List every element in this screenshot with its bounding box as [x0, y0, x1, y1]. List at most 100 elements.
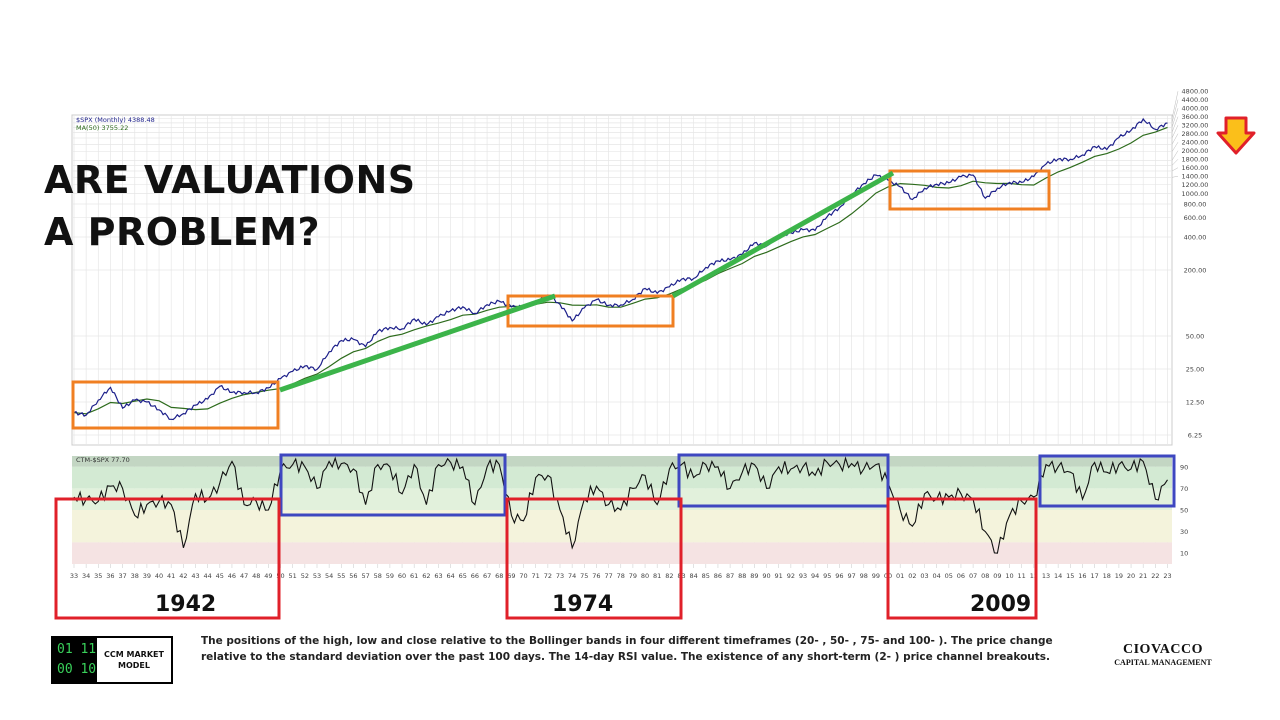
blue-box-3	[1038, 454, 1176, 508]
price-tick-label: 4400.00	[1182, 96, 1209, 104]
price-tick-label: 200.00	[1184, 267, 1207, 275]
year-tick-label: 47	[240, 572, 248, 580]
year-tick-label: 53	[313, 572, 321, 580]
down-arrow-icon	[1216, 116, 1256, 155]
price-tick-label: 2800.00	[1182, 130, 1209, 138]
year-tick-label: 59	[386, 572, 394, 580]
indicator-tick-label: 90	[1180, 463, 1188, 471]
price-tick-leader	[1171, 159, 1179, 166]
year-tick-label: 19	[1115, 572, 1123, 580]
price-tick-label: 4800.00	[1182, 88, 1209, 96]
year-tick-label: 52	[301, 572, 309, 580]
blue-box-2	[677, 453, 890, 508]
year-tick-label: 94	[811, 572, 819, 580]
price-tick-leader	[1171, 150, 1179, 161]
year-tick-label: 03	[920, 572, 928, 580]
year-tick-label: 61	[410, 572, 418, 580]
year-tick-label: 12	[1030, 572, 1038, 580]
price-tick-label: 4000.00	[1182, 105, 1209, 113]
year-tick-label: 71	[532, 572, 540, 580]
year-tick-label: 99	[872, 572, 880, 580]
year-tick-label: 01	[896, 572, 904, 580]
blue-box-1	[279, 453, 507, 517]
indicator-band	[72, 510, 1172, 543]
indicator-tick-label: 70	[1180, 485, 1188, 493]
orange-box-1933-1950	[71, 380, 280, 430]
year-tick-label: 18	[1103, 572, 1111, 580]
year-tick-label: 72	[544, 572, 552, 580]
legend-ctm: CTM-$SPX 77.70	[76, 456, 130, 464]
red-box-1974	[505, 497, 683, 620]
price-tick-label: 2000.00	[1182, 147, 1209, 155]
price-tick-leader	[1171, 142, 1179, 152]
indicator-band	[72, 456, 1172, 467]
indicator-tick-label: 50	[1180, 507, 1188, 515]
price-tick-label: 50.00	[1186, 333, 1205, 341]
price-tick-label: 1600.00	[1182, 164, 1209, 172]
title-line-2: A PROBLEM?	[44, 210, 321, 254]
year-tick-label: 85	[702, 572, 710, 580]
year-tick-label: 05	[945, 572, 953, 580]
annotation-overlays	[54, 169, 1176, 620]
red-box-label-2009: 2009	[970, 592, 1032, 617]
title-line-1: ARE VALUATIONS	[44, 158, 416, 202]
price-tick-label: 600.00	[1184, 214, 1207, 222]
model-description: The positions of the high, low and close…	[201, 635, 1053, 663]
price-tick-label: 1200.00	[1182, 181, 1209, 189]
year-tick-label: 90	[762, 572, 770, 580]
price-tick-label: 800.00	[1184, 201, 1207, 209]
year-tick-label: 17	[1090, 572, 1098, 580]
price-tick-label: 12.50	[1186, 399, 1205, 407]
year-tick-label: 20	[1127, 572, 1135, 580]
year-tick-label: 75	[580, 572, 588, 580]
year-axis: 33 34 35 36 37 38 39 40 41 42 43 44 45 46 47 48 49 50 51 52…	[70, 572, 1172, 580]
year-tick-label: 23	[1163, 572, 1171, 580]
price-tick-leader	[1171, 175, 1179, 178]
year-tick-label: 37	[118, 572, 126, 580]
year-tick-label: 35	[94, 572, 102, 580]
year-tick-label: 49	[264, 572, 272, 580]
price-tick-label: 6.25	[1188, 432, 1202, 440]
price-tick-label: 25.00	[1186, 366, 1205, 374]
year-tick-label: 22	[1151, 572, 1159, 580]
indicator-tick-label: 10	[1180, 550, 1188, 558]
ciovacco-logo: CIOVACCO CAPITAL MANAGEMENT	[1114, 642, 1212, 667]
year-tick-label: 89	[750, 572, 758, 580]
price-tick-label: 1800.00	[1182, 156, 1209, 164]
year-tick-label: 16	[1078, 572, 1086, 580]
year-tick-label: 57	[361, 572, 369, 580]
year-tick-label: 70	[519, 572, 527, 580]
year-tick-label: 93	[799, 572, 807, 580]
indicator-bands	[72, 456, 1172, 564]
year-tick-label: 95	[823, 572, 831, 580]
year-tick-label: 36	[106, 572, 114, 580]
year-tick-label: 04	[933, 572, 941, 580]
price-tick-label: 3200.00	[1182, 122, 1209, 130]
year-tick-label: 56	[349, 572, 357, 580]
year-tick-label: 48	[252, 572, 260, 580]
price-tick-leader	[1171, 99, 1179, 123]
year-tick-label: 08	[981, 572, 989, 580]
price-tick-leader	[1171, 91, 1179, 119]
year-tick-label: 87	[726, 572, 734, 580]
year-tick-label: 79	[629, 572, 637, 580]
year-tick-label: 34	[82, 572, 90, 580]
spx-price-line	[73, 117, 1168, 421]
year-tick-label: 54	[325, 572, 333, 580]
indicator-tick-label: 30	[1180, 528, 1188, 536]
year-tick-label: 69	[507, 572, 515, 580]
year-tick-label: 68	[495, 572, 503, 580]
year-tick-label: 41	[167, 572, 175, 580]
year-tick-label: 44	[204, 572, 212, 580]
year-tick-label: 78	[617, 572, 625, 580]
indicator-band	[72, 466, 1172, 489]
year-tick-label: 62	[422, 572, 430, 580]
year-tick-label: 06	[957, 572, 965, 580]
price-axis: 6.25 12.50 25.00 50.00 200.00 400.00 600.00 800…	[1171, 88, 1209, 440]
year-tick-label: 96	[835, 572, 843, 580]
year-tick-label: 92	[787, 572, 795, 580]
year-tick-label: 84	[690, 572, 698, 580]
year-tick-label: 86	[714, 572, 722, 580]
indicator-axis: 90 70 50 30 10	[1180, 463, 1188, 557]
